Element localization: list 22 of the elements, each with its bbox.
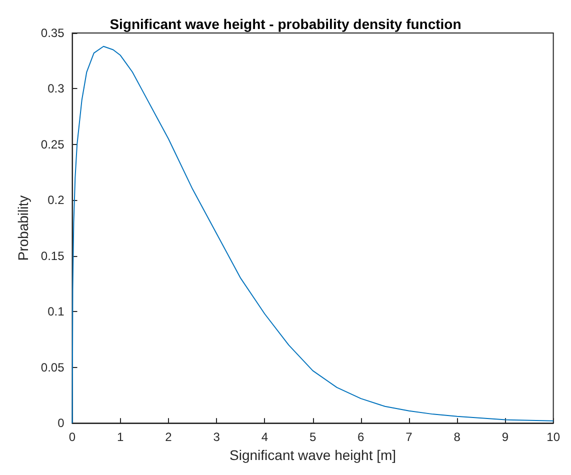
chart-title: Significant wave height - probability density function [110, 16, 462, 32]
x-tick-label: 5 [309, 430, 316, 444]
x-tick-label: 9 [502, 430, 509, 444]
x-tick-label: 4 [261, 430, 268, 444]
y-tick-label: 0.1 [48, 304, 65, 319]
y-tick-label: 0 [58, 416, 65, 430]
y-axis-title: Probability [15, 195, 31, 261]
x-tick-label: 7 [406, 430, 413, 444]
x-tick-label: 2 [165, 430, 172, 444]
y-tick-label: 0.2 [48, 193, 65, 208]
x-axis-title: Significant wave height [m] [230, 447, 396, 463]
x-tick-label: 10 [546, 430, 560, 444]
x-tick-label: 8 [454, 430, 461, 444]
x-tick-label: 3 [213, 430, 220, 444]
y-tick-label: 0.25 [40, 137, 65, 152]
y-tick-label: 0.3 [48, 82, 65, 96]
x-tick-label: 0 [68, 430, 76, 444]
x-tick-label: 6 [358, 430, 365, 444]
x-tick-label: 1 [117, 430, 124, 444]
y-tick-label: 0.15 [40, 248, 65, 263]
y-tick-label: 0.05 [40, 360, 65, 374]
y-tick-label: 0.35 [40, 26, 65, 40]
